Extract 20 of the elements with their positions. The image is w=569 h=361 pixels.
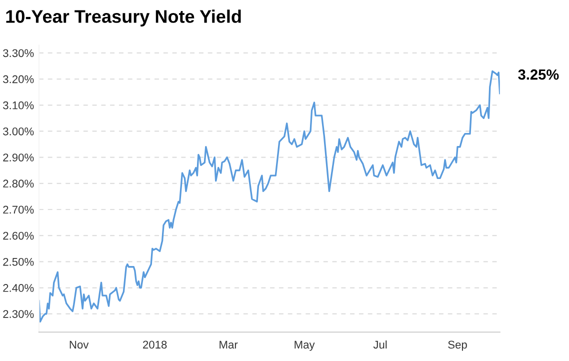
x-tick-label: Nov — [70, 340, 89, 349]
y-tick-label: 2.30% — [3, 310, 34, 318]
line-series — [38, 70, 500, 323]
y-tick-label: 3.10% — [3, 101, 34, 110]
chart-title: 10-Year Treasury Note Yield — [6, 10, 241, 26]
text: 3.25% — [518, 69, 559, 80]
y-tick-label: 2.90% — [3, 154, 34, 162]
x-tick-label: Mar — [220, 340, 238, 349]
y-tick-label: 3.20% — [3, 75, 34, 84]
y-tick-label: 2.70% — [3, 206, 34, 214]
x-tick-label: Jul — [373, 340, 387, 349]
y-tick-label: 2.80% — [3, 180, 34, 188]
y-tick-label: 2.40% — [3, 284, 34, 292]
x-tick-label: May — [294, 340, 315, 351]
y-tick-label: 2.50% — [3, 258, 34, 266]
x-tick-label: 2018 — [143, 340, 167, 349]
y-tick-label: 3.30% — [3, 49, 34, 58]
x-tick-label: Sep — [448, 340, 467, 351]
y-tick-label: 3.00% — [3, 127, 34, 136]
y-tick-label: 2.60% — [3, 232, 34, 240]
